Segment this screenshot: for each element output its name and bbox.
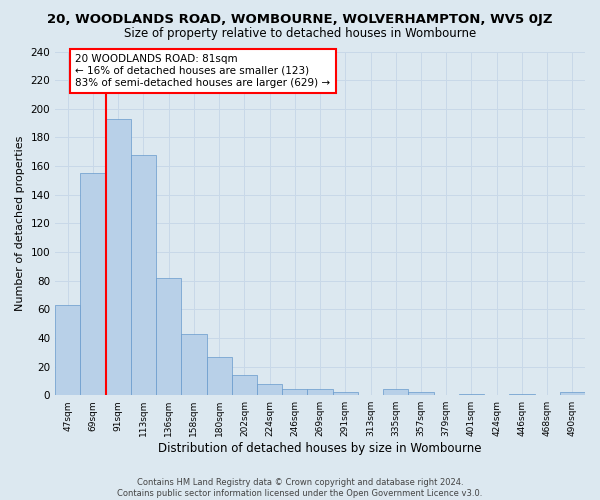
Bar bbox=[181, 334, 206, 395]
X-axis label: Distribution of detached houses by size in Wombourne: Distribution of detached houses by size … bbox=[158, 442, 482, 455]
Bar bbox=[206, 356, 232, 395]
Y-axis label: Number of detached properties: Number of detached properties bbox=[15, 136, 25, 311]
Bar bbox=[282, 390, 307, 395]
Bar bbox=[332, 392, 358, 395]
Bar bbox=[459, 394, 484, 395]
Bar bbox=[232, 375, 257, 395]
Bar bbox=[55, 305, 80, 395]
Text: Contains HM Land Registry data © Crown copyright and database right 2024.
Contai: Contains HM Land Registry data © Crown c… bbox=[118, 478, 482, 498]
Text: 20, WOODLANDS ROAD, WOMBOURNE, WOLVERHAMPTON, WV5 0JZ: 20, WOODLANDS ROAD, WOMBOURNE, WOLVERHAM… bbox=[47, 12, 553, 26]
Bar bbox=[509, 394, 535, 395]
Bar bbox=[257, 384, 282, 395]
Bar bbox=[560, 392, 585, 395]
Text: 20 WOODLANDS ROAD: 81sqm
← 16% of detached houses are smaller (123)
83% of semi-: 20 WOODLANDS ROAD: 81sqm ← 16% of detach… bbox=[76, 54, 331, 88]
Bar bbox=[409, 392, 434, 395]
Bar bbox=[383, 390, 409, 395]
Bar bbox=[156, 278, 181, 395]
Bar bbox=[80, 173, 106, 395]
Bar bbox=[106, 119, 131, 395]
Text: Size of property relative to detached houses in Wombourne: Size of property relative to detached ho… bbox=[124, 28, 476, 40]
Bar bbox=[307, 390, 332, 395]
Bar bbox=[131, 154, 156, 395]
